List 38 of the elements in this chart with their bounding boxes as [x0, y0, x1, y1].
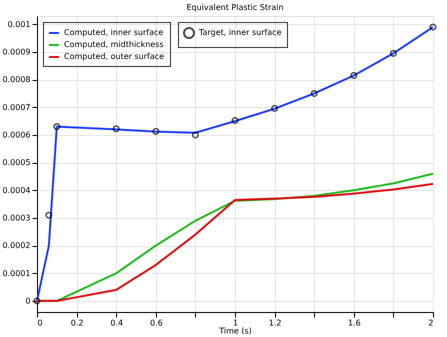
- point: [430, 24, 436, 31]
- legend-label: Computed, outer surface: [64, 52, 164, 61]
- y-tick-label: 0.0006: [2, 130, 30, 140]
- y-tick-label: 0: [25, 296, 30, 306]
- point: [53, 123, 60, 130]
- point: [192, 131, 199, 138]
- point: [232, 117, 238, 124]
- x-tick-label: 0.6: [150, 318, 163, 328]
- point: [152, 128, 160, 135]
- line-series: [36, 26, 434, 302]
- y-tick-label: 0.0009: [2, 47, 30, 56]
- legend-label: Computed, midthickness: [64, 40, 164, 49]
- x-tick-label: 1: [232, 318, 238, 328]
- x-tick-label: 0: [38, 318, 43, 328]
- point: [112, 125, 120, 132]
- x-tick-label: 0.2: [70, 318, 84, 328]
- legend-label: Computed, inner surface: [64, 28, 164, 37]
- y-tick-label: 0.0004: [2, 186, 30, 195]
- y-tick-label: 0.001: [8, 20, 30, 29]
- y-tick-label: 0.0001: [2, 268, 30, 278]
- x-tick-label: 0.4: [110, 318, 124, 328]
- y-tick-label: 0.0003: [2, 213, 30, 222]
- point: [310, 90, 318, 97]
- x-axis-title: Time (s): [218, 326, 252, 336]
- point: [34, 297, 40, 304]
- point: [350, 72, 358, 79]
- point: [271, 104, 278, 112]
- legend-label: Target, inner surface: [198, 28, 282, 37]
- x-tick-label: 2: [428, 318, 434, 328]
- y-tick-label: 0.0005: [2, 158, 30, 168]
- x-tick-label: 1.2: [268, 318, 282, 328]
- point: [390, 50, 397, 57]
- chart-title: Equivalent Plastic Strain: [186, 3, 284, 12]
- x-tick-label: 1.6: [348, 318, 361, 328]
- y-tick-label: 0.0002: [2, 241, 30, 250]
- y-tick-label: 0.0007: [2, 102, 30, 112]
- point: [45, 212, 52, 219]
- y-tick-label: 0.0008: [2, 75, 30, 84]
